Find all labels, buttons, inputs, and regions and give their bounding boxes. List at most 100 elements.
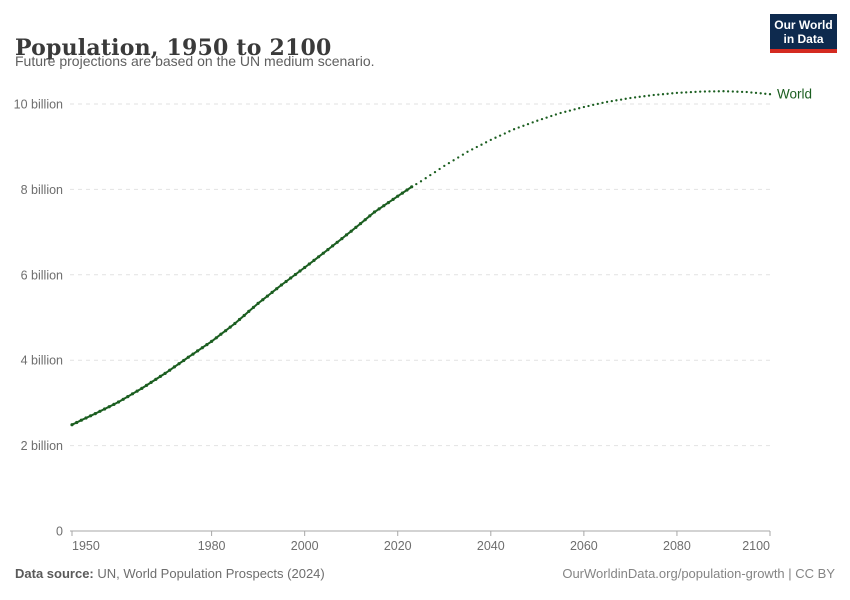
y-axis-tick-label: 2 billion [21, 439, 63, 453]
series-dot-projection [601, 101, 604, 105]
series-marker [368, 214, 372, 218]
series-marker [149, 380, 153, 384]
series-marker [312, 258, 316, 262]
series-marker [321, 251, 325, 255]
series-dot-projection [433, 170, 437, 174]
series-marker [284, 279, 288, 284]
series-marker [340, 237, 344, 241]
series-marker [303, 265, 307, 270]
series-marker [112, 402, 116, 406]
series-dot-projection [554, 113, 558, 116]
series-dot-projection [689, 90, 693, 94]
series-dot-projection [643, 95, 646, 98]
series-marker [354, 225, 358, 229]
series-marker [144, 383, 149, 387]
series-dot-projection [429, 173, 432, 177]
series-dot-projection [517, 126, 520, 129]
series-marker [196, 349, 200, 353]
series-dot-projection [736, 90, 739, 93]
series-dot-projection [489, 138, 492, 142]
series-marker [135, 389, 139, 393]
series-marker [396, 194, 400, 198]
series-marker [158, 374, 162, 378]
series-dot-projection [564, 110, 567, 113]
series-dot-projection [699, 90, 702, 93]
series-dot-projection [480, 143, 483, 146]
series-marker [382, 204, 386, 208]
series-marker [140, 386, 144, 390]
series-marker [98, 409, 102, 413]
series-dot-projection [443, 164, 446, 168]
series-dot-projection [661, 93, 665, 96]
series-marker [233, 321, 237, 326]
series-dot-projection [550, 114, 553, 118]
series-dot-projection [759, 92, 762, 95]
series-marker [172, 365, 176, 369]
series-dot-projection [647, 94, 651, 97]
series-dot-projection [419, 180, 423, 183]
series-dot-projection [731, 90, 734, 93]
series-dot-projection [694, 90, 697, 94]
series-dot-projection [522, 124, 525, 127]
series-marker [93, 412, 97, 416]
series-marker [298, 269, 302, 273]
series-dot-projection [745, 90, 748, 94]
series-marker [349, 229, 353, 233]
series-marker [107, 405, 111, 409]
series-marker [289, 276, 293, 280]
data-source-note: Data source: UN, World Population Prospe… [15, 566, 325, 581]
x-axis-tick-label: 2040 [477, 539, 505, 553]
series-dot-projection [573, 108, 576, 111]
series-marker [210, 339, 214, 343]
series-entity-label[interactable]: World [777, 87, 812, 102]
owid-logo-line2: in Data [783, 32, 824, 46]
series-dot-projection [578, 107, 581, 110]
series-marker [391, 197, 395, 201]
series-marker [317, 255, 321, 259]
series-marker [358, 222, 363, 226]
series-marker [205, 343, 209, 347]
series-dot-projection [768, 93, 772, 96]
series-dot-projection [503, 132, 506, 135]
series-dot-projection [531, 121, 534, 124]
x-axis-tick-label: 2080 [663, 539, 691, 553]
x-axis-tick-label: 1980 [198, 539, 226, 553]
y-axis-tick-label: 10 billion [14, 98, 63, 112]
series-marker [251, 305, 256, 309]
series-marker [372, 210, 377, 214]
series-dot-projection [494, 136, 497, 139]
series-marker [191, 352, 195, 356]
series-dot-projection [540, 117, 544, 121]
series-dot-projection [484, 141, 488, 144]
series-dot-projection [587, 104, 590, 108]
series-dot-projection [708, 90, 711, 93]
series-dot-projection [471, 148, 474, 151]
series-marker [89, 414, 93, 418]
series-dot-projection [680, 91, 683, 94]
x-axis-tick-label: 1950 [72, 539, 100, 553]
series-dot-projection [508, 130, 511, 133]
y-axis-tick-label: 0 [56, 525, 63, 539]
series-dot-projection [675, 91, 679, 95]
owid-logo-line1: Our World [774, 18, 833, 32]
series-dot-projection [545, 116, 548, 119]
x-axis-tick-label: 2060 [570, 539, 598, 553]
x-axis-tick-label: 2020 [384, 539, 412, 553]
series-marker [363, 218, 367, 222]
series-dot-projection [475, 145, 478, 149]
series-marker [400, 191, 404, 195]
series-dot-projection [703, 90, 707, 93]
footer-link[interactable]: OurWorldinData.org/population-growth | C… [562, 566, 835, 581]
series-dot-projection [536, 119, 539, 122]
series-marker [279, 283, 283, 287]
page-title: Population, 1950 to 2100 [15, 34, 332, 61]
series-marker [219, 332, 223, 336]
series-marker [386, 201, 390, 205]
series-marker [344, 233, 349, 237]
series-dot-projection [754, 91, 758, 95]
x-axis-tick-label: 2000 [291, 539, 319, 553]
owid-logo[interactable]: Our World in Data [770, 14, 837, 53]
series-marker [200, 346, 204, 350]
